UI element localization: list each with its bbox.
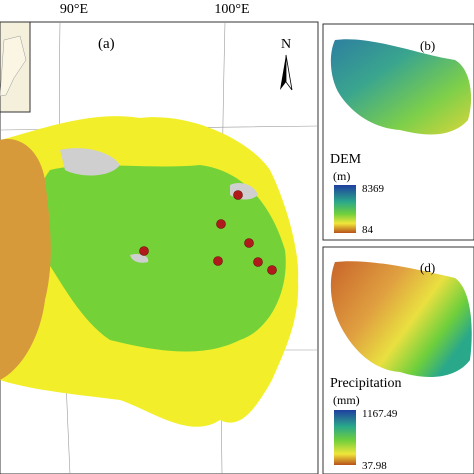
legend-title: DEM: [330, 152, 362, 167]
site: [216, 219, 226, 229]
legend-max: 1167.49: [362, 408, 398, 420]
glacier: [60, 148, 120, 176]
panel-d: (d) Precipitation (mm) 1167.49 37.98: [322, 246, 474, 474]
north-arrow: [285, 54, 293, 91]
precipitation-map: [330, 261, 472, 377]
lon-label: 100°E: [214, 2, 249, 17]
dem-map: [330, 39, 472, 135]
legend-bar: [334, 185, 356, 233]
site: [253, 257, 263, 267]
north-arrow: [280, 55, 286, 90]
legend-title: Precipitation: [330, 376, 402, 391]
site: [139, 246, 149, 256]
lon-label: 90°E: [60, 2, 88, 17]
north-label: N: [281, 37, 291, 52]
panel-label: (b): [420, 38, 435, 53]
panel-label: (d): [420, 260, 435, 275]
legend-max: 8369: [362, 183, 385, 195]
site: [233, 190, 243, 200]
legend-unit: (m): [333, 169, 350, 183]
panel-label: (a): [98, 36, 115, 52]
glacier: [130, 183, 258, 263]
legend-min: 37.98: [362, 460, 387, 472]
site: [213, 256, 223, 266]
site: [267, 265, 277, 275]
panel-a: (a) N 90°E 100°E: [0, 2, 319, 474]
legend-bar: [334, 410, 356, 465]
plateau-green: [34, 165, 286, 352]
site: [244, 238, 254, 248]
inset-land: [0, 35, 27, 97]
sites: [139, 190, 277, 275]
plateau-orange: [0, 139, 51, 380]
panel-b: (b) DEM (m) 8369 84: [322, 23, 474, 241]
legend-min: 84: [362, 224, 374, 236]
legend-unit: (mm): [333, 393, 360, 407]
